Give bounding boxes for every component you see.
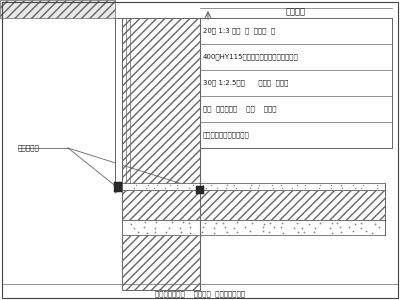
Polygon shape: [0, 18, 115, 290]
Bar: [114, 182, 122, 192]
Polygon shape: [122, 18, 200, 290]
Polygon shape: [115, 18, 122, 183]
Polygon shape: [122, 220, 385, 235]
Bar: [196, 186, 204, 194]
Polygon shape: [115, 183, 122, 190]
Text: 地下室外墙防水    构造大样  （有岩石部分）: 地下室外墙防水 构造大样 （有岩石部分）: [155, 291, 245, 297]
Polygon shape: [122, 183, 385, 190]
Polygon shape: [0, 0, 115, 18]
Text: 滴沥青油管: 滴沥青油管: [18, 145, 40, 151]
Text: 20厚 1:3 水泥  砂  浆保护  层: 20厚 1:3 水泥 砂 浆保护 层: [203, 28, 275, 34]
Text: 岩石齐平: 岩石齐平: [286, 8, 306, 16]
Text: 防水  钢筋混凝土    侧墙    详结施: 防水 钢筋混凝土 侧墙 详结施: [203, 106, 276, 112]
Text: 400厚HY115多层高分子复合防水卷材一道: 400厚HY115多层高分子复合防水卷材一道: [203, 54, 299, 60]
Text: 30厚 1:2.5防水      水泥砂  浆找平: 30厚 1:2.5防水 水泥砂 浆找平: [203, 80, 288, 86]
Text: 室内抹灰层详建施图说明: 室内抹灰层详建施图说明: [203, 132, 250, 138]
Polygon shape: [122, 190, 385, 220]
